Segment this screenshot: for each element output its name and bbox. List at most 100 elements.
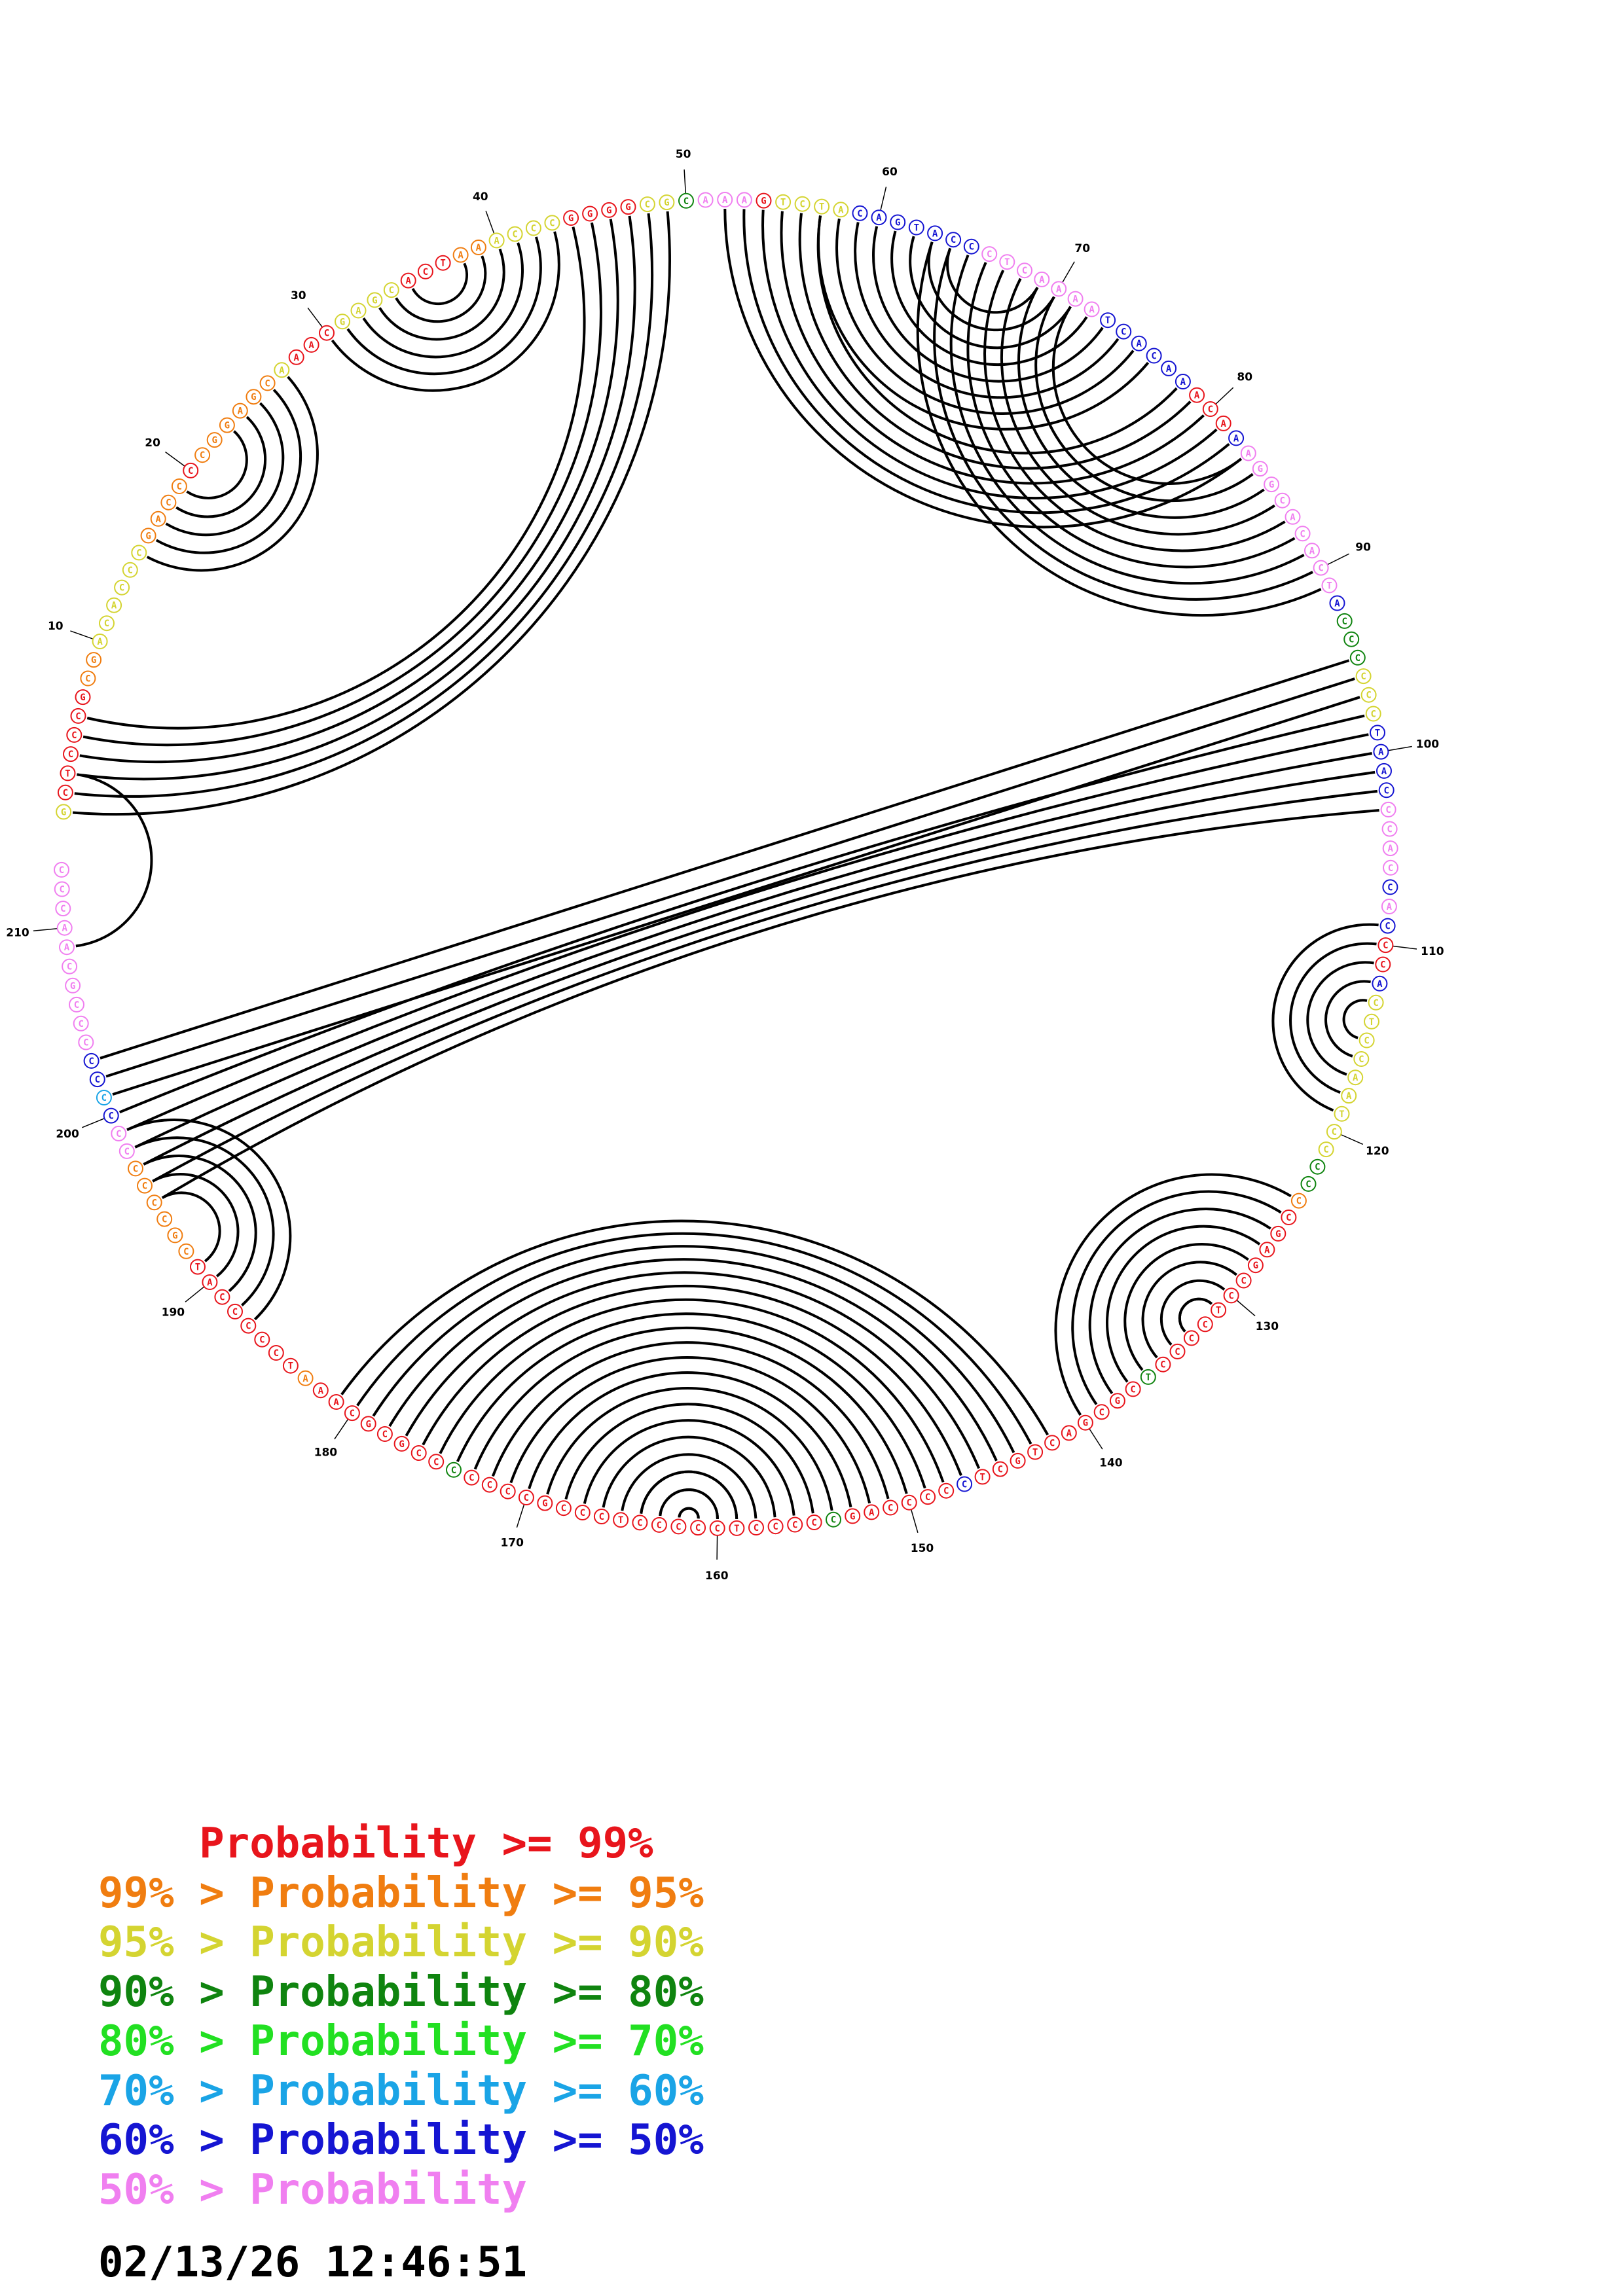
nucleotide-13: C xyxy=(114,579,130,596)
svg-text:C: C xyxy=(389,285,394,296)
nucleotide-5: C xyxy=(66,726,82,743)
svg-text:A: A xyxy=(1309,546,1315,556)
base-pair-127-137 xyxy=(1106,1225,1261,1383)
nucleotide-120: C xyxy=(1326,1124,1342,1140)
nucleotide-16: G xyxy=(140,528,156,544)
svg-text:A: A xyxy=(293,353,299,363)
position-tick-110: 110 xyxy=(1393,945,1444,958)
position-ticks: 10 20 30 40 50 60 70 80 90 100 110 120 130 140 150 160 1… xyxy=(6,148,1444,1583)
svg-text:80: 80 xyxy=(1237,371,1252,384)
svg-text:C: C xyxy=(1385,922,1390,932)
nucleotide-70: A xyxy=(1051,281,1067,297)
svg-text:C: C xyxy=(101,1093,107,1103)
nucleotide-46: G xyxy=(601,202,617,218)
nucleotide-60: A xyxy=(871,209,887,226)
svg-text:130: 130 xyxy=(1256,1320,1279,1333)
svg-text:T: T xyxy=(1004,257,1010,268)
svg-text:C: C xyxy=(1241,1276,1246,1287)
nucleotide-198: C xyxy=(119,1143,135,1159)
svg-text:C: C xyxy=(108,1111,113,1122)
svg-text:C: C xyxy=(580,1508,585,1518)
base-pair-126-138 xyxy=(1088,1208,1271,1395)
base-pair-111-117 xyxy=(1306,961,1374,1076)
svg-text:A: A xyxy=(111,601,117,611)
base-pair-56-79 xyxy=(798,213,1192,470)
nucleotide-159: T xyxy=(729,1520,745,1536)
nucleotide-125: C xyxy=(1281,1210,1297,1225)
nucleotide-102: C xyxy=(1378,782,1395,798)
svg-text:G: G xyxy=(1258,464,1263,475)
svg-text:C: C xyxy=(63,788,68,798)
svg-text:C: C xyxy=(1175,1347,1180,1357)
nucleotide-110: C xyxy=(1377,937,1394,954)
svg-text:50: 50 xyxy=(676,148,691,161)
nucleotide-157: C xyxy=(767,1518,784,1535)
svg-text:C: C xyxy=(1355,653,1360,664)
nucleotide-79: A xyxy=(1189,387,1205,403)
svg-text:C: C xyxy=(85,674,90,685)
svg-text:C: C xyxy=(906,1498,911,1509)
nucleotide-201: C xyxy=(96,1090,112,1105)
svg-text:C: C xyxy=(561,1503,566,1514)
base-pair-16-26 xyxy=(155,389,302,554)
nucleotide-41: C xyxy=(507,226,523,242)
svg-text:G: G xyxy=(1269,480,1274,490)
nucleotide-28: A xyxy=(288,349,304,365)
base-pair-133-131 xyxy=(1178,1297,1213,1333)
nucleotide-191: T xyxy=(190,1259,206,1275)
base-pair-145-178 xyxy=(388,1258,998,1462)
base-pair-18-24 xyxy=(175,416,267,518)
svg-text:70: 70 xyxy=(1074,242,1090,255)
svg-text:C: C xyxy=(1387,825,1392,835)
nucleotide-14: C xyxy=(122,562,138,578)
svg-text:C: C xyxy=(1022,266,1027,276)
svg-text:A: A xyxy=(1387,902,1393,912)
svg-text:C: C xyxy=(274,1348,279,1359)
nucleotide-12: A xyxy=(106,597,122,613)
nucleotide-132: C xyxy=(1197,1316,1213,1333)
nucleotide-71: A xyxy=(1067,291,1084,307)
nucleotide-74: C xyxy=(1116,323,1132,340)
svg-text:C: C xyxy=(1099,1407,1104,1418)
nucleotide-167: C xyxy=(574,1505,591,1520)
nucleotide-48: C xyxy=(639,196,655,213)
legend-threshold: 70% > xyxy=(98,2066,250,2115)
nucleotide-192: C xyxy=(178,1243,194,1259)
nucleotide-93: C xyxy=(1336,613,1353,629)
legend-label: Probability xyxy=(249,2165,528,2214)
nucleotide-103: C xyxy=(1380,801,1396,817)
svg-text:C: C xyxy=(1380,960,1385,971)
svg-text:C: C xyxy=(754,1523,759,1534)
legend-threshold: 80% > xyxy=(98,2017,250,2066)
nucleotide-61: G xyxy=(890,214,906,230)
svg-text:T: T xyxy=(1326,581,1332,591)
svg-text:100: 100 xyxy=(1416,738,1440,751)
legend-label: Probability >= 95% xyxy=(249,1869,704,1918)
svg-text:C: C xyxy=(264,378,270,389)
base-pair-152-171 xyxy=(509,1356,871,1504)
nucleotide-53: A xyxy=(736,192,752,208)
svg-text:T: T xyxy=(1032,1448,1038,1458)
legend-threshold: 50% > xyxy=(98,2165,250,2214)
nucleotide-106: C xyxy=(1383,859,1398,876)
svg-text:A: A xyxy=(318,1386,324,1396)
nucleotide-181: A xyxy=(328,1394,344,1410)
svg-text:A: A xyxy=(1136,339,1142,350)
nucleotide-184: T xyxy=(282,1357,299,1374)
nucleotide-116: C xyxy=(1353,1051,1370,1067)
svg-text:G: G xyxy=(606,206,611,216)
svg-text:C: C xyxy=(1373,998,1378,1009)
nucleotide-139: C xyxy=(1093,1404,1110,1420)
svg-text:C: C xyxy=(1160,1360,1165,1371)
nucleotide-54: G xyxy=(756,192,772,209)
svg-text:T: T xyxy=(914,223,919,234)
nucleotide-199: C xyxy=(111,1125,127,1141)
svg-text:G: G xyxy=(91,655,96,666)
base-pair-58-75 xyxy=(835,218,1135,415)
nucleotide-128: G xyxy=(1247,1257,1264,1274)
nucleotide-94: C xyxy=(1343,631,1360,647)
svg-text:C: C xyxy=(1305,1179,1311,1190)
nucleotide-37: T xyxy=(435,255,451,271)
svg-text:G: G xyxy=(80,692,85,703)
base-pair-52-83 xyxy=(723,208,1243,529)
